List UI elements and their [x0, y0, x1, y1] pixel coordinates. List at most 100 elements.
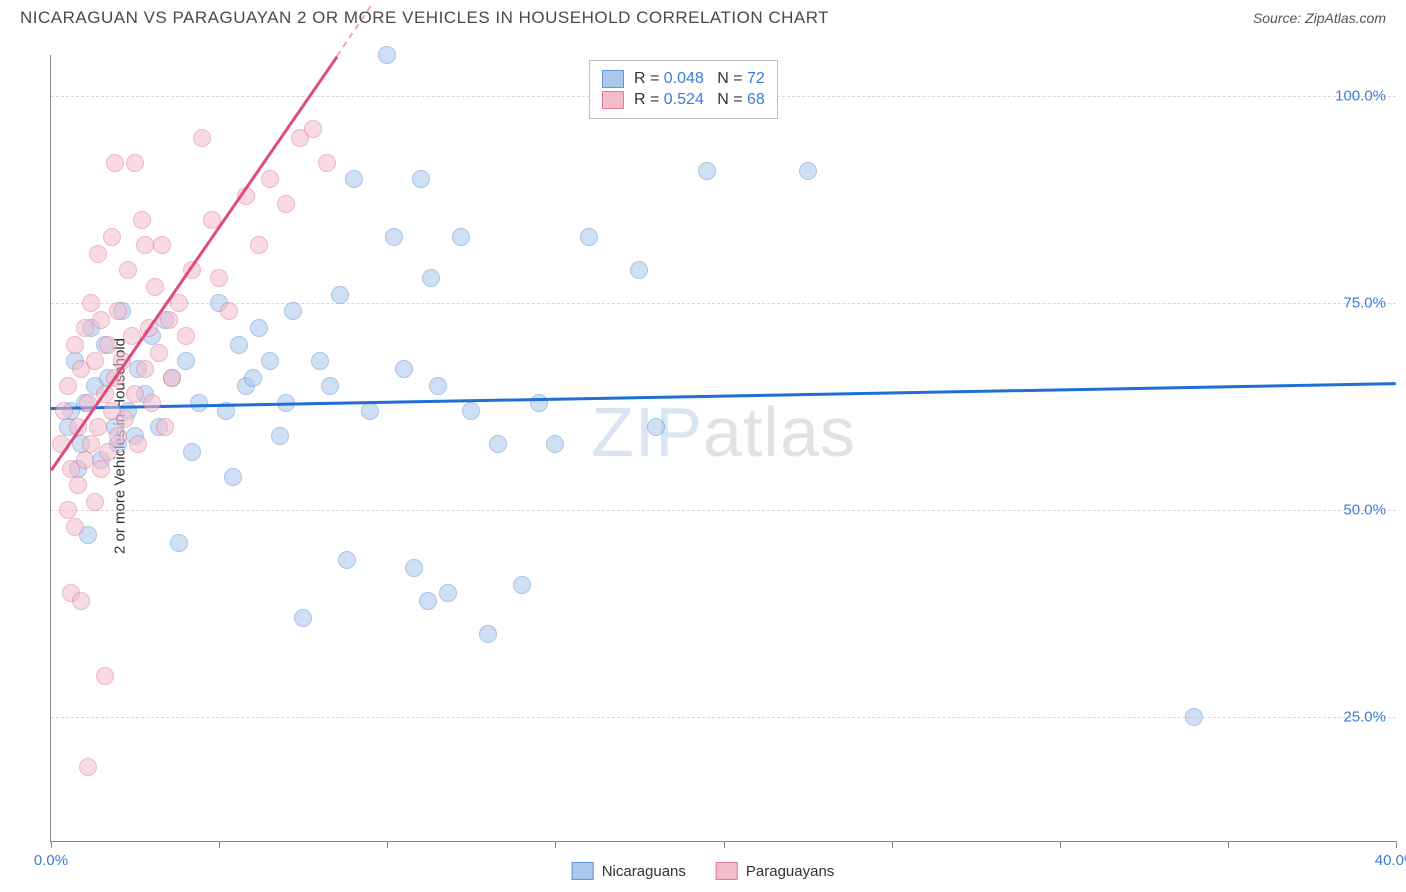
x-tick — [724, 841, 725, 848]
stats-row: R = 0.048 N = 72 — [602, 70, 765, 88]
x-tick — [387, 841, 388, 848]
data-point — [170, 294, 188, 312]
data-point — [153, 236, 171, 254]
data-point — [133, 211, 151, 229]
data-point — [66, 336, 84, 354]
data-point — [69, 476, 87, 494]
data-point — [210, 269, 228, 287]
data-point — [513, 576, 531, 594]
data-point — [76, 319, 94, 337]
stats-box: R = 0.048 N = 72 R = 0.524 N = 68 — [589, 60, 778, 119]
data-point — [76, 451, 94, 469]
x-tick-label: 0.0% — [34, 852, 68, 869]
data-point — [177, 327, 195, 345]
data-point — [224, 468, 242, 486]
data-point — [59, 377, 77, 395]
data-point — [345, 170, 363, 188]
data-point — [530, 394, 548, 412]
data-point — [546, 435, 564, 453]
legend: NicaraguansParaguayans — [572, 862, 835, 880]
data-point — [59, 501, 77, 519]
data-point — [277, 195, 295, 213]
data-point — [89, 418, 107, 436]
data-point — [220, 302, 238, 320]
data-point — [109, 302, 127, 320]
data-point — [580, 228, 598, 246]
gridline — [51, 510, 1396, 511]
legend-label: Nicaraguans — [602, 863, 686, 880]
data-point — [261, 170, 279, 188]
data-point — [419, 592, 437, 610]
chart-source: Source: ZipAtlas.com — [1253, 10, 1386, 26]
data-point — [146, 278, 164, 296]
x-tick — [51, 841, 52, 848]
data-point — [126, 385, 144, 403]
data-point — [630, 261, 648, 279]
data-point — [92, 311, 110, 329]
data-point — [143, 394, 161, 412]
x-tick — [1396, 841, 1397, 848]
data-point — [244, 369, 262, 387]
data-point — [395, 360, 413, 378]
data-point — [304, 120, 322, 138]
stats-text: R = 0.048 N = 72 — [634, 70, 765, 88]
data-point — [385, 228, 403, 246]
data-point — [92, 460, 110, 478]
data-point — [99, 336, 117, 354]
data-point — [321, 377, 339, 395]
data-point — [136, 236, 154, 254]
data-point — [99, 443, 117, 461]
data-point — [190, 394, 208, 412]
data-point — [799, 162, 817, 180]
data-point — [311, 352, 329, 370]
data-point — [177, 352, 195, 370]
legend-swatch — [602, 91, 624, 109]
data-point — [284, 302, 302, 320]
x-tick — [219, 841, 220, 848]
data-point — [72, 592, 90, 610]
data-point — [103, 228, 121, 246]
data-point — [116, 410, 134, 428]
source-value: ZipAtlas.com — [1305, 10, 1386, 26]
data-point — [338, 551, 356, 569]
data-point — [489, 435, 507, 453]
data-point — [109, 427, 127, 445]
legend-swatch — [716, 862, 738, 880]
data-point — [261, 352, 279, 370]
data-point — [129, 435, 147, 453]
data-point — [331, 286, 349, 304]
legend-swatch — [602, 70, 624, 88]
data-point — [160, 311, 178, 329]
legend-swatch — [572, 862, 594, 880]
data-point — [82, 435, 100, 453]
data-point — [126, 154, 144, 172]
data-point — [82, 294, 100, 312]
data-point — [136, 360, 154, 378]
data-point — [361, 402, 379, 420]
legend-item: Nicaraguans — [572, 862, 686, 880]
data-point — [412, 170, 430, 188]
x-tick-label: 40.0% — [1375, 852, 1406, 869]
data-point — [429, 377, 447, 395]
data-point — [163, 369, 181, 387]
data-point — [647, 418, 665, 436]
data-point — [156, 418, 174, 436]
chart-title: NICARAGUAN VS PARAGUAYAN 2 OR MORE VEHIC… — [20, 8, 829, 28]
data-point — [86, 493, 104, 511]
x-tick — [892, 841, 893, 848]
data-point — [250, 319, 268, 337]
data-point — [230, 336, 248, 354]
data-point — [378, 46, 396, 64]
data-point — [250, 236, 268, 254]
x-tick — [1060, 841, 1061, 848]
data-point — [193, 129, 211, 147]
data-point — [462, 402, 480, 420]
stats-text: R = 0.524 N = 68 — [634, 91, 765, 109]
data-point — [86, 352, 104, 370]
data-point — [1185, 708, 1203, 726]
data-point — [55, 402, 73, 420]
data-point — [318, 154, 336, 172]
source-label: Source: — [1253, 10, 1305, 26]
x-tick — [1228, 841, 1229, 848]
data-point — [183, 443, 201, 461]
